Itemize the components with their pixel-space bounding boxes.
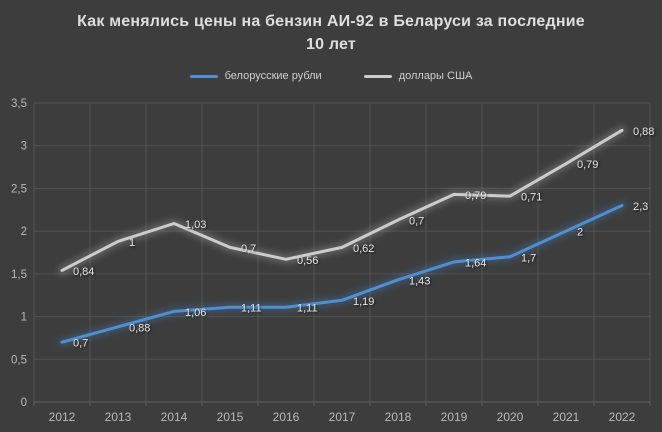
x-axis-label-2019: 2019 — [441, 410, 468, 424]
x-axis-label-2021: 2021 — [553, 410, 580, 424]
x-axis-label-2016: 2016 — [273, 410, 300, 424]
x-axis-label-2013: 2013 — [105, 410, 132, 424]
data-label-rubles-2015: 1,11 — [241, 303, 262, 315]
y-axis-label-1: 1 — [21, 312, 27, 324]
data-label-rubles-2013: 0,88 — [129, 322, 150, 334]
x-axis-label-2022: 2022 — [609, 410, 636, 424]
gridlines-vertical — [33, 103, 651, 406]
data-label-dollars-2014: 1,03 — [185, 219, 206, 231]
legend-swatch-dollars — [363, 74, 392, 78]
x-axis-labels: 2012 2013 2014 2015 2016 2017 2018 2019 2020 2021… — [49, 410, 636, 424]
data-label-dollars-2012: 0,84 — [73, 266, 94, 278]
x-axis-label-2020: 2020 — [497, 410, 524, 424]
chart-legend: белорусские рубли доллары США — [0, 68, 662, 84]
y-axis-label-0,5: 0,5 — [11, 354, 27, 366]
data-label-rubles-2012: 0,7 — [73, 338, 88, 350]
gridlines-horizontal: 0 0,5 1 1,5 2 2,5 3 3,5 — [11, 98, 650, 409]
data-label-dollars-2016: 0,56 — [297, 255, 318, 267]
data-label-rubles-2021: 2 — [577, 227, 583, 239]
chart-title-line2: 10 лет — [306, 36, 356, 53]
y-axis-label-0: 0 — [21, 397, 27, 409]
data-label-dollars-2019: 0,79 — [465, 190, 486, 202]
legend-label-dollars: доллары США — [398, 70, 473, 82]
y-axis-label-3,5: 3,5 — [11, 98, 27, 110]
y-axis-label-2,5: 2,5 — [11, 183, 27, 195]
x-axis-label-2017: 2017 — [329, 410, 356, 424]
data-label-dollars-2015: 0,7 — [241, 243, 256, 255]
series-rubles: 0,7 0,88 1,06 1,11 1,11 1,19 1,43 1,64 1,7 2 2,3 — [57, 201, 648, 350]
legend-item-rubles: белорусские рубли — [189, 70, 322, 82]
x-axis-label-2014: 2014 — [161, 410, 188, 424]
y-axis-label-3: 3 — [21, 141, 27, 153]
series-line — [60, 204, 624, 344]
data-label-dollars-2017: 0,62 — [353, 243, 374, 255]
data-label-rubles-2014: 1,06 — [185, 307, 206, 319]
data-label-rubles-2017: 1,19 — [353, 296, 374, 308]
data-label-rubles-2016: 1,11 — [297, 303, 318, 315]
series-dollars: 0,84 1 1,03 0,7 0,56 0,62 0,7 0,79 0,71 0,79 0,88 — [57, 125, 654, 278]
data-label-dollars-2021: 0,79 — [577, 159, 598, 171]
data-label-dollars-2020: 0,71 — [521, 192, 542, 204]
data-label-rubles-2018: 1,43 — [409, 275, 430, 287]
legend-label-rubles: белорусские рубли — [224, 70, 322, 82]
chart-title: Как менялись цены на бензин АИ-92 в Бела… — [0, 10, 662, 56]
data-label-rubles-2020: 1,7 — [521, 252, 536, 264]
legend-item-dollars: доллары США — [363, 70, 473, 82]
y-axis-label-1,5: 1,5 — [11, 269, 27, 281]
data-label-rubles-2022: 2,3 — [633, 201, 648, 213]
data-label-dollars-2013: 1 — [129, 237, 135, 249]
data-label-dollars-2022: 0,88 — [633, 126, 654, 138]
legend-swatch-rubles — [189, 74, 218, 78]
data-label-rubles-2019: 1,64 — [465, 257, 486, 269]
y-axis-label-2: 2 — [21, 226, 27, 238]
x-axis-label-2018: 2018 — [385, 410, 412, 424]
x-axis-label-2015: 2015 — [217, 410, 244, 424]
x-axis-label-2012: 2012 — [49, 410, 76, 424]
data-label-dollars-2018: 0,7 — [409, 216, 424, 228]
series-line — [60, 128, 624, 272]
chart-title-line1: Как менялись цены на бензин АИ-92 в Бела… — [77, 13, 585, 30]
